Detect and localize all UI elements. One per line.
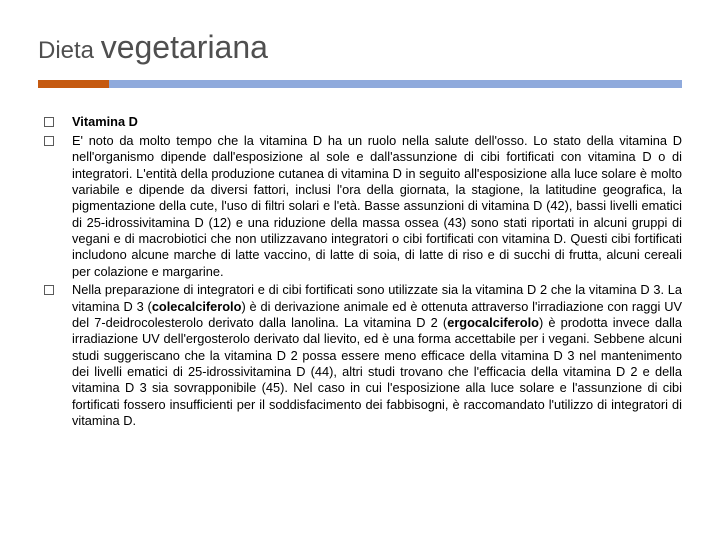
bullet-text: Nella preparazione di integratori e di c… [72,282,682,429]
bullet-row: Nella preparazione di integratori e di c… [44,282,682,429]
bullet-square-icon [44,117,54,127]
bullet-text: Vitamina D [72,114,682,130]
bullet-square-icon [44,136,54,146]
bullet-square-icon [44,285,54,295]
content-area: Vitamina D E' noto da molto tempo che la … [38,114,682,429]
title-small: Dieta [38,37,101,64]
accent-bar-left [38,80,109,88]
title-large: vegetariana [101,29,268,65]
slide: Dieta vegetariana Vitamina D E' noto da m… [0,0,720,540]
bullet-text: E' noto da molto tempo che la vitamina D… [72,133,682,280]
accent-bar [38,80,682,88]
bullet-row: Vitamina D [44,114,682,130]
slide-title: Dieta vegetariana [38,28,682,66]
accent-bar-right [109,80,682,88]
bullet-row: E' noto da molto tempo che la vitamina D… [44,133,682,280]
